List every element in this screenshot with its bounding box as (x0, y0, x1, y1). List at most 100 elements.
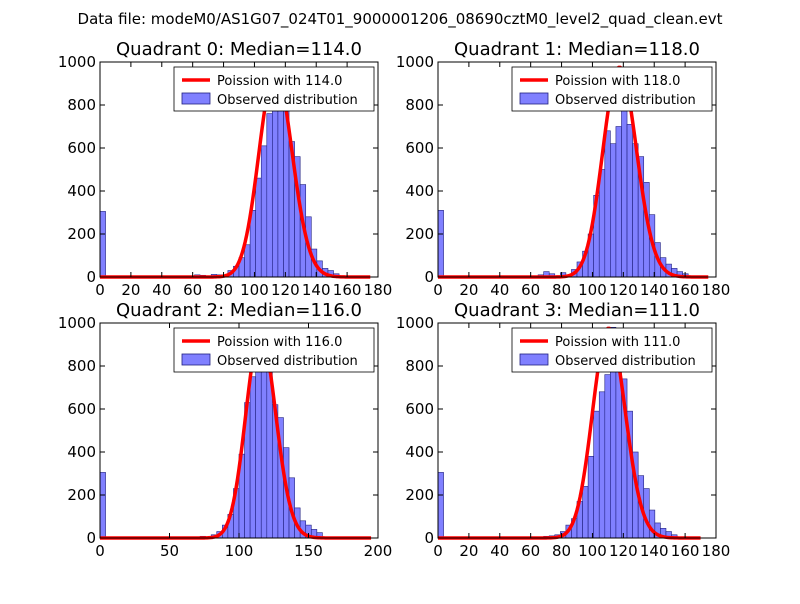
histogram-bar (100, 211, 106, 277)
histogram-bar (621, 96, 627, 277)
y-tick-label: 0 (424, 529, 434, 547)
x-tick-label: 160 (333, 281, 362, 299)
x-tick-label: 140 (640, 542, 669, 560)
x-tick-label: 40 (490, 542, 509, 560)
x-tick-label: 140 (640, 281, 669, 299)
y-tick-label: 1000 (396, 53, 434, 71)
x-tick-label: 40 (152, 281, 171, 299)
quadrant-2-title: Quadrant 2: Median=116.0 (116, 300, 362, 321)
y-tick-label: 800 (405, 96, 434, 114)
y-tick-label: 200 (405, 225, 434, 243)
y-tick-label: 400 (67, 443, 96, 461)
legend-bar-swatch (520, 354, 548, 365)
histogram-bar (261, 146, 267, 277)
x-tick-label: 120 (609, 542, 638, 560)
y-tick-label: 600 (67, 400, 96, 418)
legend: Poission with 114.0 Observed distribution (174, 67, 374, 111)
y-tick-label: 800 (405, 357, 434, 375)
y-tick-label: 200 (67, 225, 96, 243)
histogram-bar (272, 102, 278, 277)
x-tick-label: 20 (459, 542, 478, 560)
histogram-bar (250, 377, 256, 538)
x-tick-label: 40 (490, 281, 509, 299)
legend-curve-label: Poission with 111.0 (555, 335, 680, 350)
x-tick-label: 60 (521, 542, 540, 560)
x-tick-label: 180 (364, 281, 393, 299)
histogram-bar (267, 114, 273, 277)
legend-bar-label: Observed distribution (217, 93, 358, 108)
x-tick-label: 60 (521, 281, 540, 299)
histogram-bar (261, 360, 267, 538)
x-tick-label: 180 (702, 281, 731, 299)
x-tick-label: 120 (609, 281, 638, 299)
y-tick-label: 400 (405, 182, 434, 200)
x-tick-label: 0 (95, 281, 105, 299)
histogram-bar (616, 127, 622, 278)
x-tick-label: 80 (552, 281, 571, 299)
y-tick-label: 1000 (58, 53, 96, 71)
legend-bar-label: Observed distribution (555, 93, 696, 108)
histogram-bar (256, 178, 262, 277)
x-tick-label: 0 (433, 542, 443, 560)
histogram-bar (605, 131, 611, 277)
histogram-bar (588, 456, 594, 538)
x-tick-label: 60 (183, 281, 202, 299)
quadrant-1-title: Quadrant 1: Median=118.0 (454, 39, 700, 60)
x-tick-label: 180 (702, 542, 731, 560)
histogram-bar (583, 486, 589, 538)
x-tick-label: 140 (302, 281, 331, 299)
histogram-bar (438, 210, 444, 277)
y-tick-label: 1000 (58, 314, 96, 332)
legend-curve-label: Poission with 114.0 (217, 74, 342, 89)
x-tick-label: 0 (95, 542, 105, 560)
y-tick-label: 400 (405, 443, 434, 461)
histogram-bar (599, 392, 605, 538)
y-tick-label: 400 (67, 182, 96, 200)
legend-bar-swatch (182, 354, 210, 365)
y-tick-label: 200 (67, 486, 96, 504)
histogram-bar (438, 472, 444, 538)
y-tick-label: 1000 (396, 314, 434, 332)
x-tick-label: 100 (578, 281, 607, 299)
x-tick-label: 120 (271, 281, 300, 299)
x-tick-label: 160 (671, 542, 700, 560)
y-tick-label: 600 (405, 400, 434, 418)
legend-curve-label: Poission with 118.0 (555, 74, 680, 89)
y-tick-label: 0 (86, 529, 96, 547)
histogram-bar (100, 472, 106, 538)
legend-bar-label: Observed distribution (217, 354, 358, 369)
histogram-bar (605, 375, 611, 538)
x-tick-label: 80 (552, 542, 571, 560)
y-tick-label: 0 (424, 268, 434, 286)
x-tick-label: 160 (671, 281, 700, 299)
x-tick-label: 0 (433, 281, 443, 299)
histogram-bar (627, 124, 633, 277)
x-tick-label: 200 (364, 542, 393, 560)
legend-bar-swatch (520, 93, 548, 104)
histogram-bar (610, 144, 616, 277)
y-tick-label: 800 (67, 96, 96, 114)
histogram-bar (245, 245, 251, 277)
x-tick-label: 100 (240, 281, 269, 299)
y-tick-label: 600 (405, 139, 434, 157)
quadrant-3-title: Quadrant 3: Median=111.0 (454, 300, 700, 321)
legend: Poission with 118.0 Observed distribution (512, 67, 712, 111)
y-tick-label: 200 (405, 486, 434, 504)
quadrant-0-title: Quadrant 0: Median=114.0 (116, 39, 362, 60)
x-tick-label: 150 (294, 542, 323, 560)
y-tick-label: 0 (86, 268, 96, 286)
histogram-bar (599, 170, 605, 278)
y-tick-label: 800 (67, 357, 96, 375)
x-tick-label: 100 (225, 542, 254, 560)
legend-bar-swatch (182, 93, 210, 104)
x-tick-label: 80 (214, 281, 233, 299)
figure-title: Data file: modeM0/AS1G07_024T01_90000012… (78, 10, 723, 29)
y-tick-label: 600 (67, 139, 96, 157)
